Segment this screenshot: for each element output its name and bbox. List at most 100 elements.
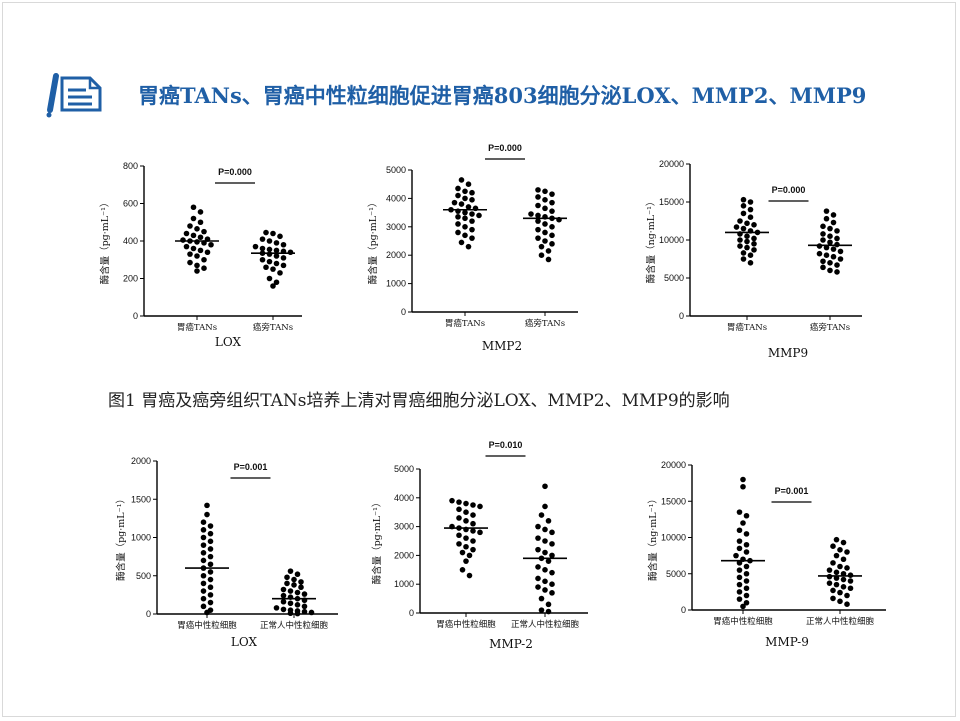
data-point xyxy=(266,275,273,282)
data-point xyxy=(462,195,468,202)
data-point xyxy=(266,238,273,244)
data-point xyxy=(847,578,854,584)
data-point xyxy=(259,245,266,252)
data-point xyxy=(820,223,826,230)
data-point xyxy=(259,256,266,263)
data-point xyxy=(459,549,466,556)
y-tick-label: 20000 xyxy=(659,159,684,169)
data-point xyxy=(844,601,850,607)
data-point xyxy=(834,235,840,242)
data-point xyxy=(207,576,214,583)
data-point xyxy=(280,262,287,269)
data-point xyxy=(744,238,750,245)
data-point xyxy=(190,245,197,252)
p-value-label: P=0.000 xyxy=(218,167,252,177)
data-point xyxy=(736,567,743,573)
y-tick-label: 400 xyxy=(123,236,138,246)
x-category-label: 正常人中性粒细胞 xyxy=(260,620,329,631)
data-point xyxy=(287,610,294,617)
data-point xyxy=(273,240,280,246)
data-point xyxy=(542,205,548,212)
y-tick-label: 0 xyxy=(146,609,151,619)
data-point xyxy=(477,503,483,510)
data-point xyxy=(458,239,465,246)
data-point xyxy=(462,209,468,216)
data-point xyxy=(830,587,836,594)
data-point xyxy=(834,262,840,268)
data-point xyxy=(535,226,541,233)
data-point xyxy=(837,248,844,255)
y-tick-label: 600 xyxy=(123,199,138,209)
data-point xyxy=(465,243,472,250)
data-point xyxy=(538,595,545,602)
y-axis-label: 酶含量（pg·mL⁻¹） xyxy=(99,198,111,285)
data-point xyxy=(744,244,750,251)
data-point xyxy=(740,256,747,262)
data-point xyxy=(190,204,197,211)
panel-name: MMP9 xyxy=(768,346,808,360)
data-point xyxy=(277,233,283,240)
data-point xyxy=(207,599,214,606)
data-point xyxy=(542,229,548,236)
y-tick-label: 1000 xyxy=(131,533,151,543)
data-point xyxy=(535,575,541,582)
data-point xyxy=(187,259,193,266)
x-category-label: 胃癌TANs xyxy=(727,322,767,333)
data-point xyxy=(549,208,555,214)
data-point xyxy=(737,243,743,249)
data-point xyxy=(280,241,287,248)
data-point xyxy=(200,572,207,579)
data-point xyxy=(736,589,743,595)
panel-name: MMP-9 xyxy=(765,635,809,649)
data-point xyxy=(545,518,552,524)
data-point xyxy=(200,550,207,556)
data-point xyxy=(740,210,747,217)
data-point xyxy=(294,571,301,578)
y-tick-label: 0 xyxy=(679,311,684,321)
data-point xyxy=(280,586,287,593)
data-point xyxy=(280,255,287,261)
data-point xyxy=(549,590,555,596)
x-category-label: 胃癌TANs xyxy=(177,322,217,333)
data-point xyxy=(542,567,548,573)
data-point xyxy=(743,512,750,519)
data-point xyxy=(190,215,197,222)
data-point xyxy=(549,199,555,206)
data-point xyxy=(462,232,468,239)
data-point xyxy=(207,584,214,591)
data-point xyxy=(744,220,750,227)
data-point xyxy=(747,199,754,205)
data-point xyxy=(270,266,276,272)
data-point xyxy=(455,214,461,220)
data-point xyxy=(273,247,280,254)
data-point xyxy=(187,223,193,229)
data-point xyxy=(280,598,287,605)
data-point xyxy=(294,589,301,596)
x-category-label: 癌旁TANs xyxy=(810,322,850,333)
data-point xyxy=(301,608,308,615)
data-point xyxy=(535,546,541,553)
data-point xyxy=(743,563,750,570)
data-point xyxy=(830,219,837,226)
data-point xyxy=(187,251,193,257)
data-point xyxy=(459,567,466,573)
data-point xyxy=(470,528,476,534)
data-point xyxy=(463,535,469,541)
data-point xyxy=(470,520,476,527)
data-point xyxy=(469,226,475,233)
data-point xyxy=(207,546,214,552)
data-point xyxy=(183,243,190,250)
data-point xyxy=(200,527,207,533)
data-point xyxy=(266,251,273,257)
y-tick-label: 500 xyxy=(136,571,151,581)
y-tick-label: 5000 xyxy=(386,165,406,175)
y-tick-label: 0 xyxy=(681,605,686,615)
data-point xyxy=(287,249,294,256)
data-point xyxy=(194,262,200,269)
y-tick-label: 5000 xyxy=(666,569,686,579)
y-tick-label: 800 xyxy=(123,161,138,171)
data-point xyxy=(542,587,548,593)
data-point xyxy=(733,552,739,559)
data-point xyxy=(538,243,545,250)
data-point xyxy=(456,541,462,547)
